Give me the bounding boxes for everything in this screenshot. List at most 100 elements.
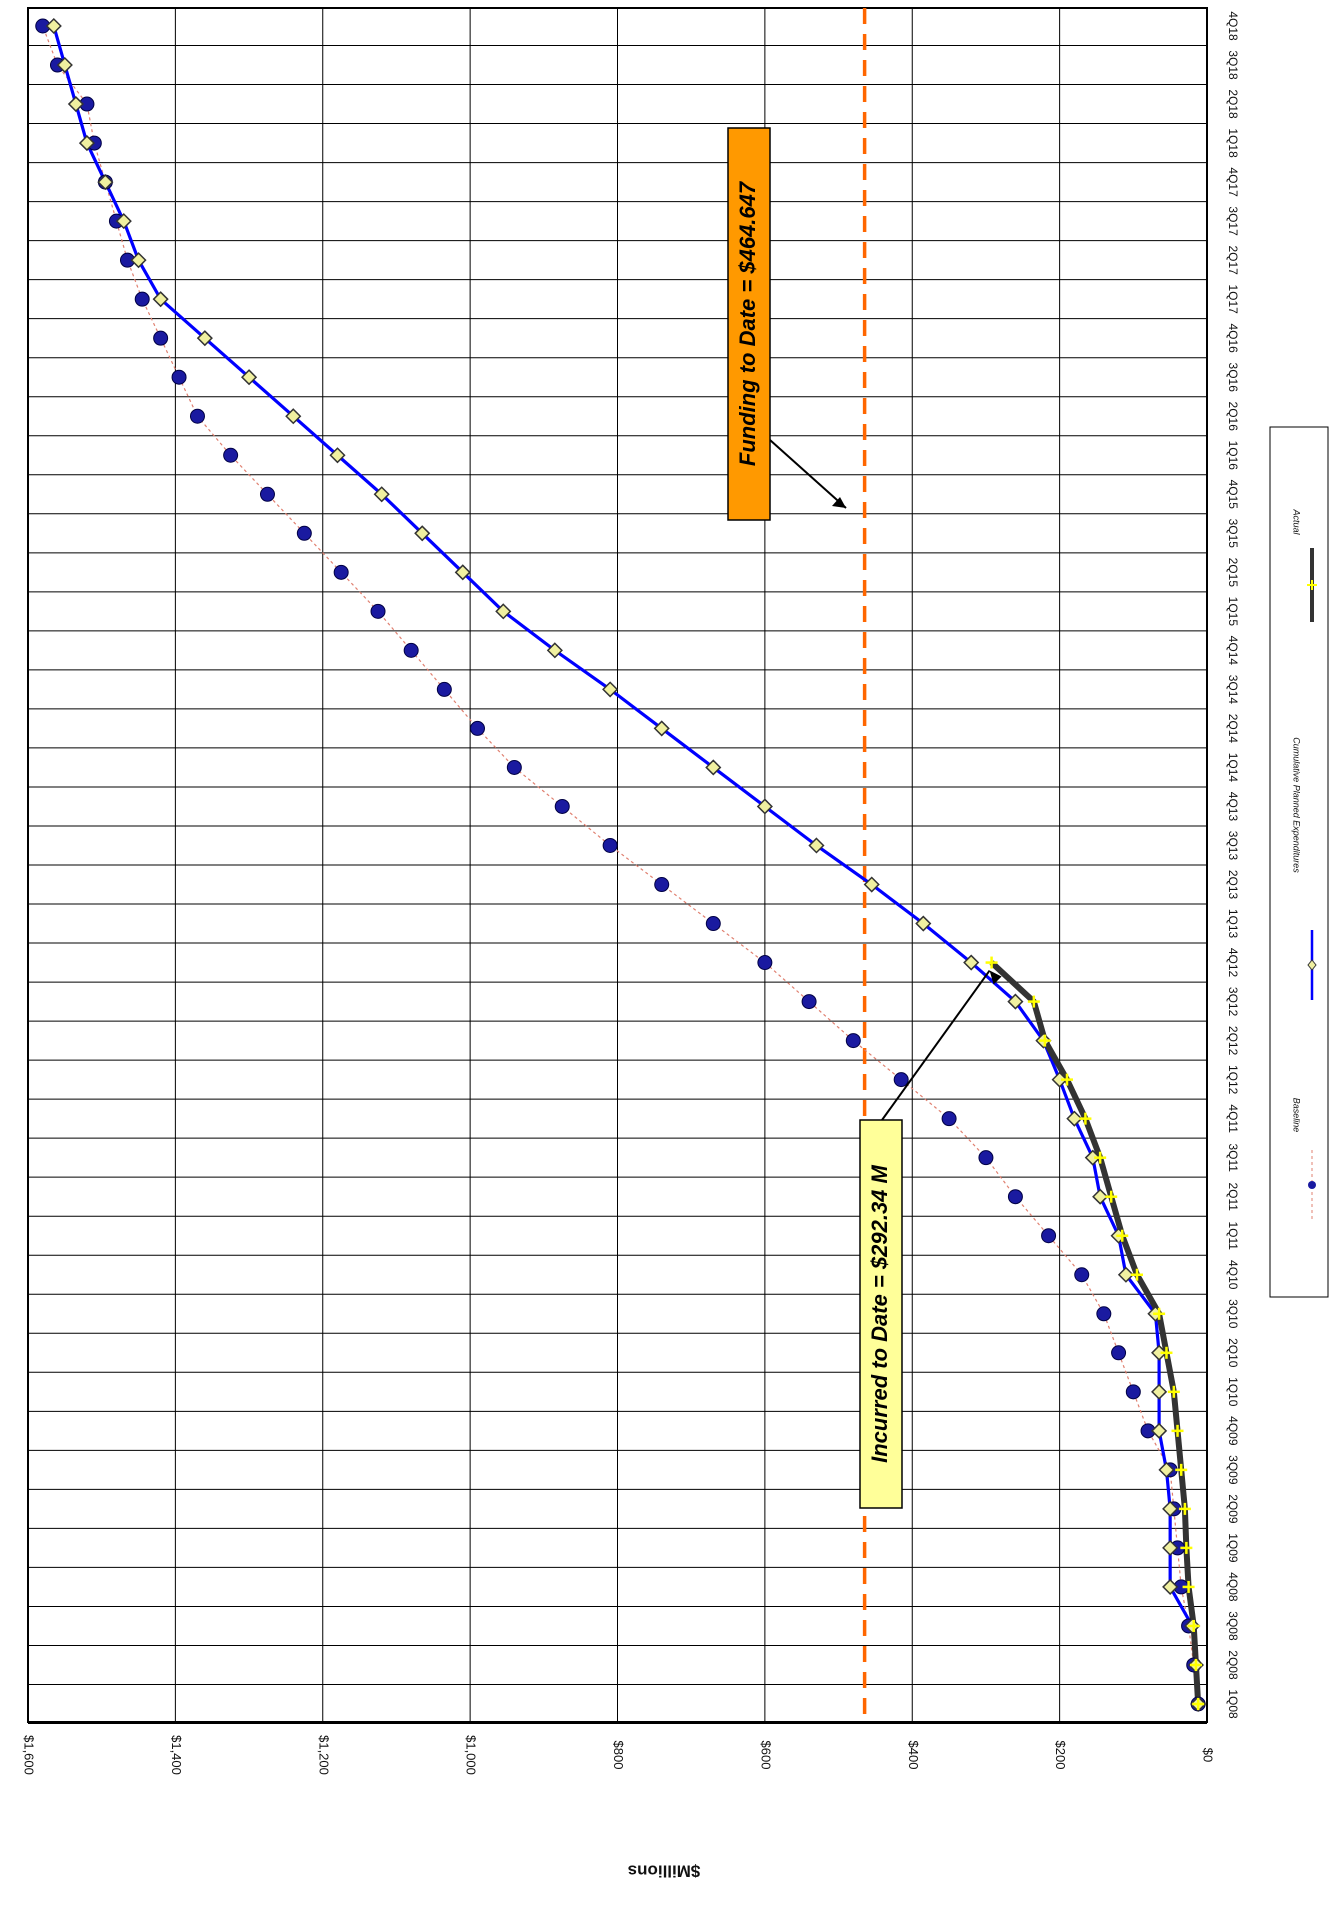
quarter-tick-label: 1Q09: [1226, 1533, 1240, 1563]
quarter-tick-label: 1Q14: [1226, 753, 1240, 783]
value-tick-label: $1,600: [22, 1735, 37, 1775]
actual-point: [1060, 1073, 1073, 1086]
actual-point: [1027, 995, 1040, 1008]
grid: [27, 7, 1208, 1725]
incurred-annotation-label: Incurred to Date = $292.34 M: [867, 1164, 892, 1462]
planned-point: [963, 954, 980, 971]
actual-point: [1187, 1619, 1200, 1632]
baseline-point: [801, 994, 817, 1010]
planned-point: [196, 330, 213, 347]
baseline-point: [1096, 1306, 1112, 1322]
baseline-point: [654, 877, 670, 893]
legend-planned-marker: [1307, 959, 1317, 971]
quarter-tick-label: 2Q09: [1226, 1494, 1240, 1524]
baseline-line: [42, 25, 1199, 1705]
planned-point: [1151, 1344, 1168, 1361]
quarter-tick-label: 2Q14: [1226, 714, 1240, 744]
actual-point: [1175, 1463, 1188, 1476]
planned-point: [756, 798, 773, 815]
value-tick-label: $800: [611, 1741, 626, 1770]
planned-point: [915, 915, 932, 932]
quarter-tick-label: 3Q15: [1226, 519, 1240, 549]
baseline-point: [1041, 1228, 1057, 1244]
baseline-point: [941, 1111, 957, 1127]
value-tick-label: $1,200: [316, 1735, 331, 1775]
baseline-point: [1111, 1345, 1127, 1361]
actual-point: [1182, 1580, 1195, 1593]
planned-point: [454, 564, 471, 581]
legend: Baseline Cumulative Planned Expenditures A…: [1269, 426, 1329, 1298]
quarter-tick-label: 1Q18: [1226, 128, 1240, 158]
legend-planned-label: Cumulative Planned Expenditures: [1292, 737, 1302, 873]
legend-actual-marker: [1307, 580, 1317, 590]
planned-point: [241, 369, 258, 386]
actual-point: [1038, 1034, 1051, 1047]
planned-point: [152, 291, 169, 308]
legend-baseline-label: Baseline: [1292, 1098, 1302, 1133]
value-tick-label: $600: [758, 1741, 773, 1770]
actual-point: [1180, 1541, 1193, 1554]
quarter-tick-label: 2Q08: [1226, 1650, 1240, 1680]
quarter-tick-label: 3Q10: [1226, 1299, 1240, 1329]
funding-annotation-label: Funding to Date = $464.647: [735, 180, 760, 466]
planned-point: [863, 876, 880, 893]
planned-point: [1151, 1422, 1168, 1439]
planned-point: [1162, 1578, 1179, 1595]
y-axis-title: $Millions: [628, 1862, 701, 1881]
axes: $0 $200 $400 $600 $800 $1,000 $1,200 $1,400 $1,6…: [22, 11, 1240, 1880]
quarter-tick-label: 1Q10: [1226, 1377, 1240, 1407]
actual-point: [1153, 1307, 1166, 1320]
series-layer: [35, 8, 1207, 1722]
planned-point: [1158, 1461, 1175, 1478]
actual-line: [989, 960, 1202, 1705]
quarter-tick-label: 1Q16: [1226, 441, 1240, 471]
baseline-point: [333, 564, 349, 580]
baseline-point: [757, 955, 773, 971]
baseline-point: [845, 1033, 861, 1049]
planned-point: [115, 213, 132, 230]
value-tick-label: $1,000: [464, 1735, 479, 1775]
planned-point: [1117, 1266, 1135, 1283]
quarter-tick-label: 4Q16: [1226, 324, 1240, 354]
planned-point: [1066, 1110, 1083, 1127]
planned-point: [808, 837, 825, 854]
quarter-tick-label: 3Q14: [1226, 675, 1240, 705]
actual-point: [1178, 1502, 1191, 1515]
quarter-tick-label: 4Q18: [1226, 11, 1240, 41]
incurred-arrowhead: [989, 970, 1002, 985]
quarter-tick-label: 2Q17: [1226, 245, 1240, 275]
actual-point: [1105, 1190, 1118, 1203]
quarter-tick-label: 2Q13: [1226, 870, 1240, 900]
value-tick-label: $0: [1201, 1748, 1216, 1762]
funding-arrow: [769, 439, 847, 509]
planned-point: [45, 17, 62, 35]
actual-point: [1130, 1268, 1143, 1281]
quarter-tick-label: 4Q10: [1226, 1260, 1240, 1290]
actual-point: [1171, 1424, 1184, 1437]
quarter-tick-label: 3Q09: [1226, 1455, 1240, 1485]
quarter-tick-label: 2Q15: [1226, 558, 1240, 588]
baseline-point: [189, 408, 205, 424]
baseline-point: [134, 291, 150, 307]
baseline-point: [554, 798, 570, 814]
annotations: Funding to Date = $464.647 Incurred to Da…: [727, 127, 1002, 1509]
actual-point: [1094, 1151, 1107, 1164]
incurred-arrow: [881, 969, 991, 1121]
quarter-tick-label: 1Q08: [1226, 1689, 1240, 1719]
baseline-point: [506, 759, 522, 775]
quarter-tick-label: 4Q13: [1226, 792, 1240, 822]
quarter-tick-label: 4Q15: [1226, 480, 1240, 510]
quarter-tick-label: 1Q15: [1226, 597, 1240, 627]
planned-point: [78, 135, 96, 152]
quarter-tick-label: 2Q11: [1226, 1182, 1240, 1211]
planned-point: [602, 681, 619, 698]
baseline-point: [602, 837, 618, 853]
quarter-tick-label: 1Q17: [1226, 284, 1240, 314]
actual-point: [1192, 1698, 1205, 1710]
planned-point: [495, 603, 512, 620]
legend-actual-label: Actual: [1292, 508, 1302, 535]
actual-point: [985, 956, 998, 969]
planned-point: [1162, 1500, 1179, 1517]
planned-point: [653, 720, 670, 737]
